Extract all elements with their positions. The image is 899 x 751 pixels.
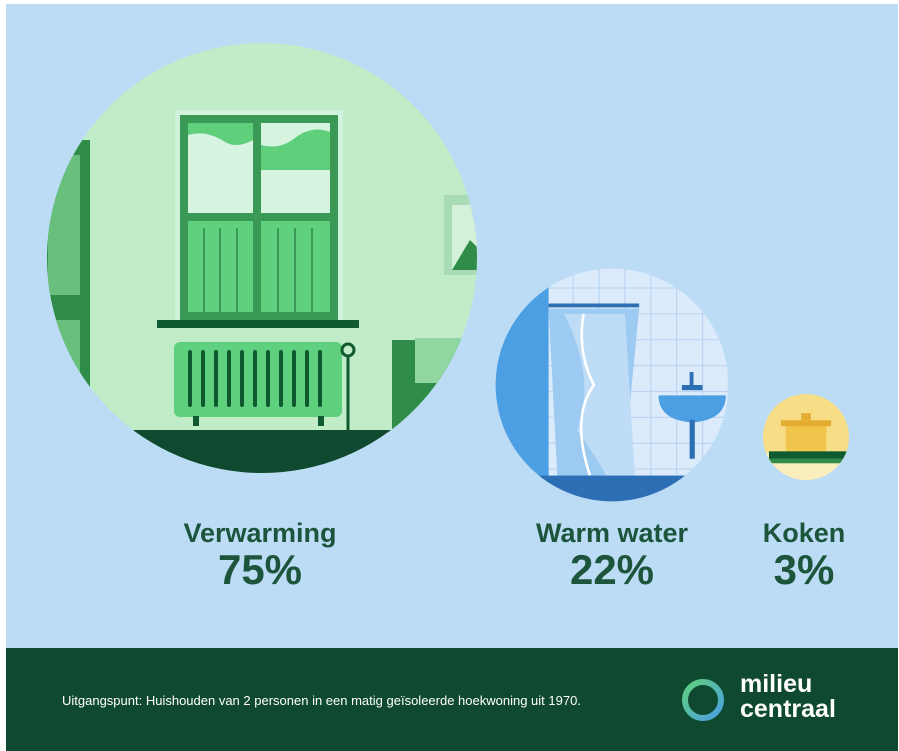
bubble-verwarming (47, 43, 477, 473)
shower-sink-illustration (495, 268, 729, 502)
milieu-centraal-logo: milieu centraal (740, 672, 836, 722)
logo-ring-icon (682, 679, 724, 721)
bubble-koken (763, 394, 849, 480)
footnote: Uitgangspunt: Huishouden van 2 personen … (62, 693, 581, 708)
label-verwarming: Verwarming 75% (160, 518, 360, 592)
label-koken: Koken 3% (744, 518, 864, 592)
category-value: 22% (569, 546, 655, 593)
label-warm-water: Warm water 22% (512, 518, 712, 592)
category-value: 75% (217, 546, 303, 593)
bubble-warm-water (495, 268, 729, 502)
category-name: Warm water (535, 518, 689, 548)
category-name: Verwarming (183, 518, 337, 548)
window-radiator-illustration (47, 43, 477, 473)
category-name: Koken (762, 518, 846, 548)
cooking-pot-illustration (763, 394, 849, 480)
logo-line-2: centraal (740, 695, 836, 723)
category-value: 3% (773, 546, 835, 593)
footer-bar (6, 648, 898, 751)
logo-line-1: milieu (740, 670, 813, 698)
